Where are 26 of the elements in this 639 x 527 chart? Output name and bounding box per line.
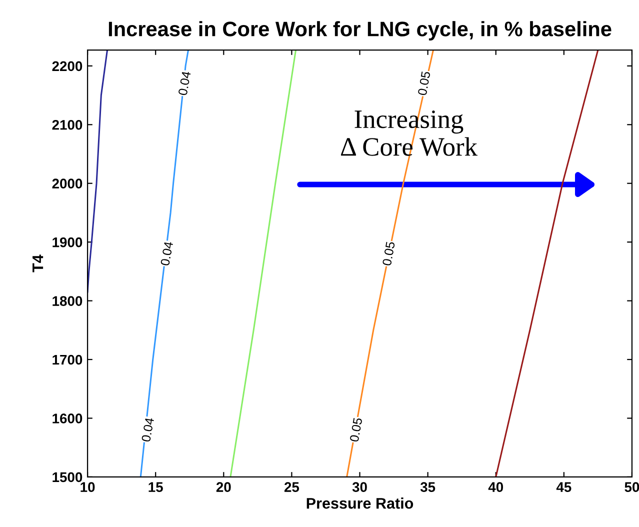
x-tick-label: 45	[556, 482, 572, 492]
y-tick-label: 1800	[52, 296, 82, 306]
x-tick-label: 40	[488, 482, 504, 492]
y-tick-label: 2100	[52, 120, 82, 130]
chart-title: Increase in Core Work for LNG cycle, in % baseline	[108, 21, 612, 40]
x-tick-label: 25	[284, 482, 300, 492]
y-tick-label: 1900	[52, 237, 82, 248]
y-tick-label: 1700	[52, 354, 82, 365]
x-axis-title: Pressure Ratio	[306, 498, 414, 509]
annotation: 0.04	[178, 70, 191, 96]
x-tick-label: 20	[216, 482, 231, 492]
x-tick-label: 15	[148, 482, 163, 492]
x-tick-label: 50	[624, 482, 639, 492]
x-tick-label: 30	[352, 482, 367, 492]
y-axis-title: T4	[32, 254, 44, 272]
annotation: 0.04	[160, 241, 174, 266]
x-tick-label: 35	[420, 482, 436, 492]
annotation: 0.05	[418, 71, 430, 96]
y-tick-label: 2000	[52, 178, 82, 189]
y-tick-label: 2200	[52, 61, 82, 72]
annotation: 0.05	[382, 241, 396, 266]
y-tick-label: 1600	[52, 414, 82, 424]
annotation: 0.05	[350, 418, 362, 442]
x-tick-label: 10	[80, 482, 95, 492]
annotation: 0.04	[141, 417, 154, 442]
y-tick-label: 1500	[52, 472, 82, 482]
